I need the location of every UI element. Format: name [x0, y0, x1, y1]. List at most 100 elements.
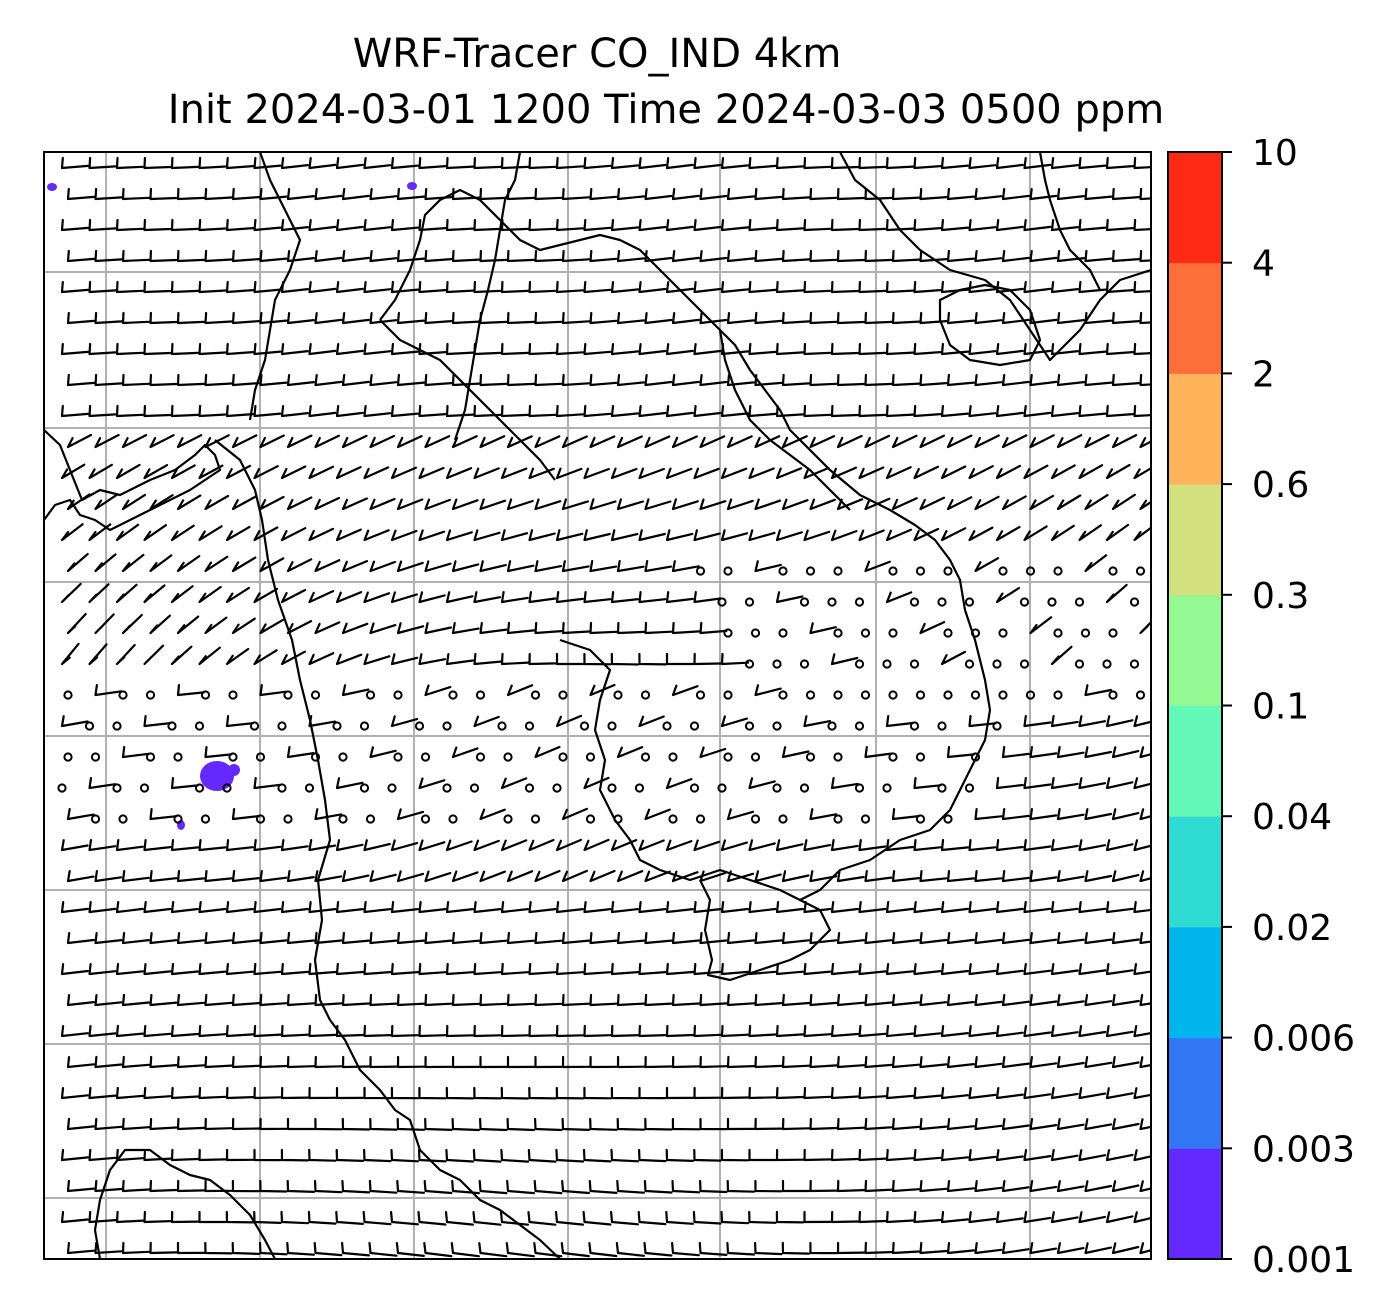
wind-barb [1084, 994, 1113, 1007]
wind-barb [885, 839, 914, 852]
wind-barb [974, 495, 1000, 511]
wind-barb [699, 250, 728, 263]
wind-barb [396, 249, 425, 263]
wind-barb [1029, 808, 1058, 821]
wind-barb [616, 188, 645, 201]
wind-barb [121, 1179, 151, 1193]
wind-barb [170, 901, 199, 914]
wind-barb [198, 280, 227, 294]
wind-barb [748, 156, 777, 170]
wind-barb [528, 404, 557, 418]
wind-barb [616, 312, 645, 325]
wind-barb [781, 249, 810, 263]
wind-barb [418, 777, 446, 790]
wind-barb [528, 467, 555, 480]
wind-barb [748, 529, 776, 542]
wind-barb [836, 373, 866, 387]
wind-barb [176, 993, 205, 1007]
wind-barb [561, 931, 590, 945]
calm-marker [1074, 597, 1085, 607]
wind-barb [803, 218, 832, 232]
calm-marker [943, 814, 953, 824]
wind-barb [149, 373, 178, 387]
calm-marker [552, 783, 562, 793]
wind-barb [500, 1024, 530, 1038]
wind-barb [748, 839, 776, 852]
wind-barb [809, 311, 838, 325]
wind-barb [528, 591, 557, 604]
wind-barb [589, 249, 618, 263]
wind-barb [280, 1210, 310, 1225]
wind-barb [231, 311, 260, 325]
wind-barb [555, 156, 584, 170]
wind-barb [1105, 156, 1134, 170]
wind-barb [726, 312, 755, 325]
wind-barb [280, 219, 309, 232]
wind-barb [121, 1055, 150, 1069]
wind-barb [1139, 808, 1151, 821]
wind-barb [1111, 1242, 1140, 1255]
wind-barb [995, 1149, 1024, 1162]
wind-barb [940, 963, 969, 976]
wind-barb [451, 249, 481, 263]
calm-marker [503, 752, 513, 762]
wind-barb [149, 1117, 178, 1131]
wind-barb [940, 280, 969, 294]
wind-barb [919, 311, 948, 325]
wind-barb [423, 1179, 453, 1195]
calm-marker [558, 752, 568, 762]
wind-barb [561, 435, 588, 449]
wind-barb [88, 218, 117, 232]
wind-barb [995, 963, 1024, 976]
wind-barb [1050, 1025, 1079, 1038]
wind-barb [253, 587, 279, 604]
wind-barb [66, 493, 91, 511]
wind-barb [335, 901, 364, 914]
wind-barb [665, 219, 694, 232]
wind-barb [149, 1241, 178, 1255]
wind-barb [335, 1024, 365, 1038]
wind-barb [1056, 434, 1083, 449]
wind-barb [445, 1148, 475, 1163]
wind-barb [1133, 1211, 1151, 1224]
wind-barb [720, 1148, 750, 1162]
wind-barb [616, 1179, 645, 1194]
wind-barb [1056, 188, 1085, 201]
wind-barb [638, 343, 667, 356]
wind-barb [638, 1148, 667, 1163]
wind-barb [396, 498, 424, 511]
wind-barb [864, 1055, 893, 1069]
wind-barb [693, 405, 722, 418]
calm-marker [799, 659, 810, 669]
wind-barb [588, 1242, 618, 1258]
wind-barb [121, 932, 150, 945]
wind-barb [528, 342, 557, 356]
wind-barb [176, 434, 203, 449]
wind-barb [637, 1210, 667, 1226]
wind-barb [754, 435, 781, 449]
wind-barb [885, 218, 915, 232]
calm-marker [1108, 628, 1118, 638]
wind-barb [1105, 1149, 1134, 1162]
wind-barb [94, 1117, 123, 1131]
wind-barb [60, 342, 89, 356]
wind-barb [555, 1086, 585, 1100]
wind-barb [1023, 157, 1052, 170]
wind-barb [363, 219, 392, 232]
calm-marker [888, 752, 898, 762]
wind-barb [720, 157, 749, 170]
wind-barb [913, 404, 942, 418]
wind-barb [341, 497, 368, 511]
wind-barb [204, 932, 233, 945]
wind-barb [253, 526, 279, 542]
wind-barb [341, 434, 368, 449]
wind-barb [555, 714, 583, 728]
wind-barb [913, 342, 942, 356]
wind-barb [88, 1210, 117, 1224]
wind-barb [308, 1148, 337, 1162]
wind-barb [341, 993, 371, 1007]
calm-marker [915, 690, 926, 700]
wind-barb [445, 591, 474, 604]
wind-barb [88, 280, 117, 294]
wind-barb [500, 218, 530, 232]
